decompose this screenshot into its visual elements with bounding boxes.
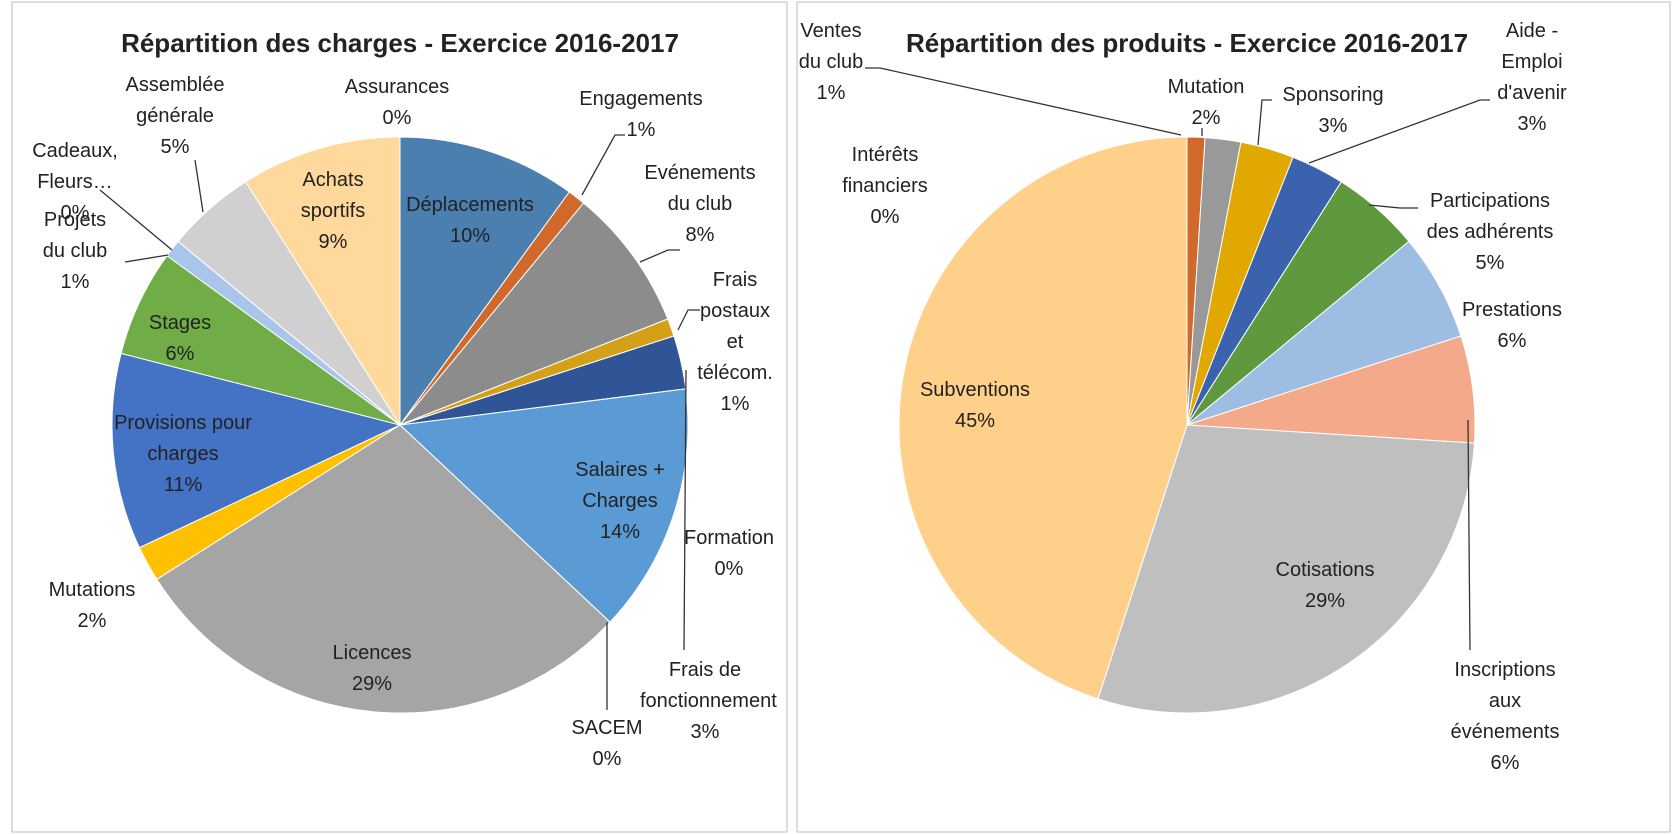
category-name: Evénements du club bbox=[644, 162, 756, 215]
pie-slice bbox=[399, 202, 669, 426]
category-name: Achats sportifs bbox=[300, 169, 366, 222]
pie-slice bbox=[399, 136, 570, 427]
value-label: 3% bbox=[1318, 115, 1348, 137]
category-name: Licences bbox=[332, 642, 412, 664]
pie-slice bbox=[1097, 424, 1475, 714]
slice-label: Mutations 2% bbox=[32, 575, 152, 637]
category-name: Salaires + Charges bbox=[575, 459, 665, 512]
category-name: Mutations bbox=[48, 579, 136, 601]
slice-label: Participations des adhérents 5% bbox=[1425, 186, 1555, 279]
value-label: 3% bbox=[1517, 113, 1547, 135]
category-name: Intérêts financiers bbox=[842, 144, 928, 197]
slice-label: Déplacements 10% bbox=[400, 190, 540, 252]
slice-label: Sponsoring 3% bbox=[1273, 80, 1393, 142]
category-name: Cotisations bbox=[1275, 559, 1375, 581]
slice-label: Intérêts financiers 0% bbox=[830, 140, 940, 233]
value-label: 5% bbox=[1475, 252, 1505, 274]
pie-slice bbox=[898, 136, 1188, 700]
category-name: Projets du club bbox=[42, 209, 108, 262]
pie-slice bbox=[111, 352, 402, 549]
value-label: 6% bbox=[1497, 330, 1527, 352]
slice-label: Inscriptions aux événements 6% bbox=[1445, 655, 1565, 779]
pie-slice bbox=[398, 388, 689, 623]
category-name: Déplacements bbox=[406, 194, 534, 216]
slice-label: Prestations 6% bbox=[1457, 295, 1567, 357]
value-label: 0% bbox=[714, 558, 744, 580]
slice-label: Cotisations 29% bbox=[1265, 555, 1385, 617]
pie-slice bbox=[244, 136, 401, 427]
value-label: 11% bbox=[163, 474, 203, 496]
leader-lines bbox=[99, 67, 1490, 710]
slice-label: SACEM 0% bbox=[567, 713, 647, 775]
value-label: 6% bbox=[165, 343, 195, 365]
value-label: 0% bbox=[870, 206, 900, 228]
value-label: 45% bbox=[954, 410, 996, 432]
slice-label: Licences 29% bbox=[312, 638, 432, 700]
slice-label: Assemblée générale 5% bbox=[120, 70, 230, 163]
value-label: 3% bbox=[690, 721, 720, 743]
category-name: Subventions bbox=[919, 379, 1031, 401]
value-label: 5% bbox=[160, 136, 190, 158]
value-label: 10% bbox=[449, 225, 491, 247]
value-label: 8% bbox=[685, 224, 715, 246]
value-label: 14% bbox=[599, 521, 641, 543]
value-label: 2% bbox=[1191, 107, 1221, 129]
slice-label: Projets du club 1% bbox=[35, 205, 115, 298]
slice-label: Engagements 1% bbox=[566, 84, 716, 146]
chart-title: Répartition des charges - Exercice 2016-… bbox=[121, 28, 679, 58]
value-label: 29% bbox=[351, 673, 393, 695]
category-name: Cadeaux, Fleurs… bbox=[32, 140, 118, 193]
slice-label: Aide - Emploi d'avenir 3% bbox=[1492, 16, 1572, 140]
panel-border bbox=[796, 1, 1671, 833]
value-label: 1% bbox=[626, 119, 656, 141]
slice-label: Stages 6% bbox=[130, 308, 230, 370]
value-label: 6% bbox=[1490, 752, 1520, 774]
category-name: Inscriptions aux événements bbox=[1450, 659, 1560, 743]
slice-label: Assurances 0% bbox=[337, 72, 457, 134]
slice-label: Subventions 45% bbox=[910, 375, 1040, 437]
slice-label: Ventes du club 1% bbox=[791, 16, 871, 109]
value-label: 1% bbox=[60, 271, 90, 293]
category-name: SACEM bbox=[571, 717, 643, 739]
category-name: Sponsoring bbox=[1282, 84, 1384, 106]
value-label: 0% bbox=[60, 202, 90, 224]
category-name: Stages bbox=[148, 312, 212, 334]
category-name: Frais de fonctionnement bbox=[640, 659, 777, 712]
slice-label: Frais postaux et télécom. 1% bbox=[695, 265, 775, 420]
pie-slice bbox=[156, 424, 611, 714]
slice-label: Cadeaux, Fleurs… 0% bbox=[20, 136, 130, 229]
chart-title: Répartition des produits - Exercice 2016… bbox=[905, 28, 1469, 58]
category-name: Formation bbox=[683, 527, 775, 549]
slice-label: Frais de fonctionnement 3% bbox=[640, 655, 777, 748]
value-label: 1% bbox=[816, 82, 846, 104]
slice-label: Mutation 2% bbox=[1156, 72, 1256, 134]
value-label: 1% bbox=[720, 393, 750, 415]
slice-label: Achats sportifs 9% bbox=[283, 165, 383, 258]
category-name: Mutation bbox=[1167, 76, 1245, 98]
value-label: 0% bbox=[382, 107, 412, 129]
slice-label: Salaires + Charges 14% bbox=[565, 455, 675, 548]
category-name: Assemblée générale bbox=[125, 74, 225, 127]
category-name: Prestations bbox=[1461, 299, 1563, 321]
category-name: Provisions pour charges bbox=[114, 412, 252, 465]
category-name: Assurances bbox=[344, 76, 450, 98]
value-label: 0% bbox=[592, 748, 622, 770]
category-name: Aide - Emploi d'avenir bbox=[1497, 20, 1567, 104]
panel-border bbox=[11, 1, 788, 833]
category-name: Frais postaux et télécom. bbox=[697, 269, 773, 384]
category-name: Ventes du club bbox=[798, 20, 864, 73]
category-name: Engagements bbox=[579, 88, 703, 110]
value-label: 2% bbox=[77, 610, 107, 632]
slice-label: Formation 0% bbox=[674, 523, 784, 585]
slice-label: Provisions pour charges 11% bbox=[113, 408, 253, 501]
slice-label: Evénements du club 8% bbox=[635, 158, 765, 251]
value-label: 9% bbox=[318, 231, 348, 253]
value-label: 29% bbox=[1304, 590, 1346, 612]
category-name: Participations des adhérents bbox=[1426, 190, 1554, 243]
